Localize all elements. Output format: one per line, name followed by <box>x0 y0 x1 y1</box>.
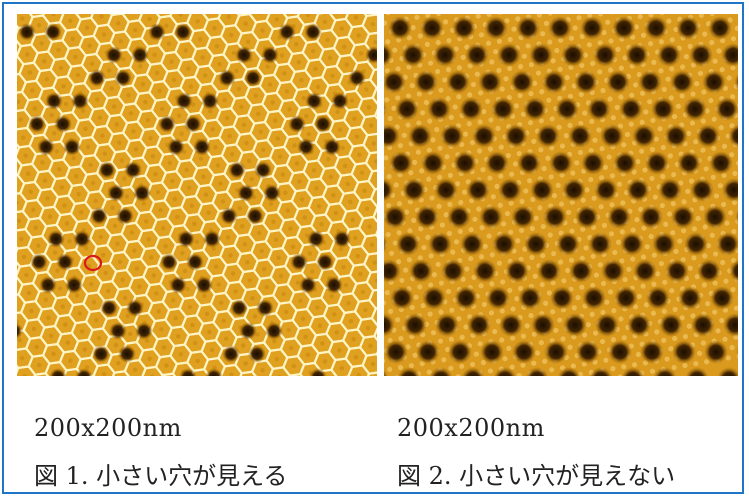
stm-image-small-holes-visible <box>17 14 377 376</box>
scale-label-right: 200x200nm <box>397 414 545 442</box>
marker-circle <box>83 254 103 272</box>
figure-frame: 200x200nm 図 1. 小さい穴が見える 200x200nm 図 2. 小… <box>2 2 744 494</box>
caption-figure-2: 図 2. 小さい穴が見えない <box>397 462 676 490</box>
stm-image-small-holes-not-visible <box>384 14 738 376</box>
stm-image-1-svg <box>17 14 377 376</box>
stm-image-2-svg <box>384 14 738 376</box>
scale-label-left: 200x200nm <box>34 414 182 442</box>
caption-figure-1: 図 1. 小さい穴が見える <box>34 462 288 490</box>
